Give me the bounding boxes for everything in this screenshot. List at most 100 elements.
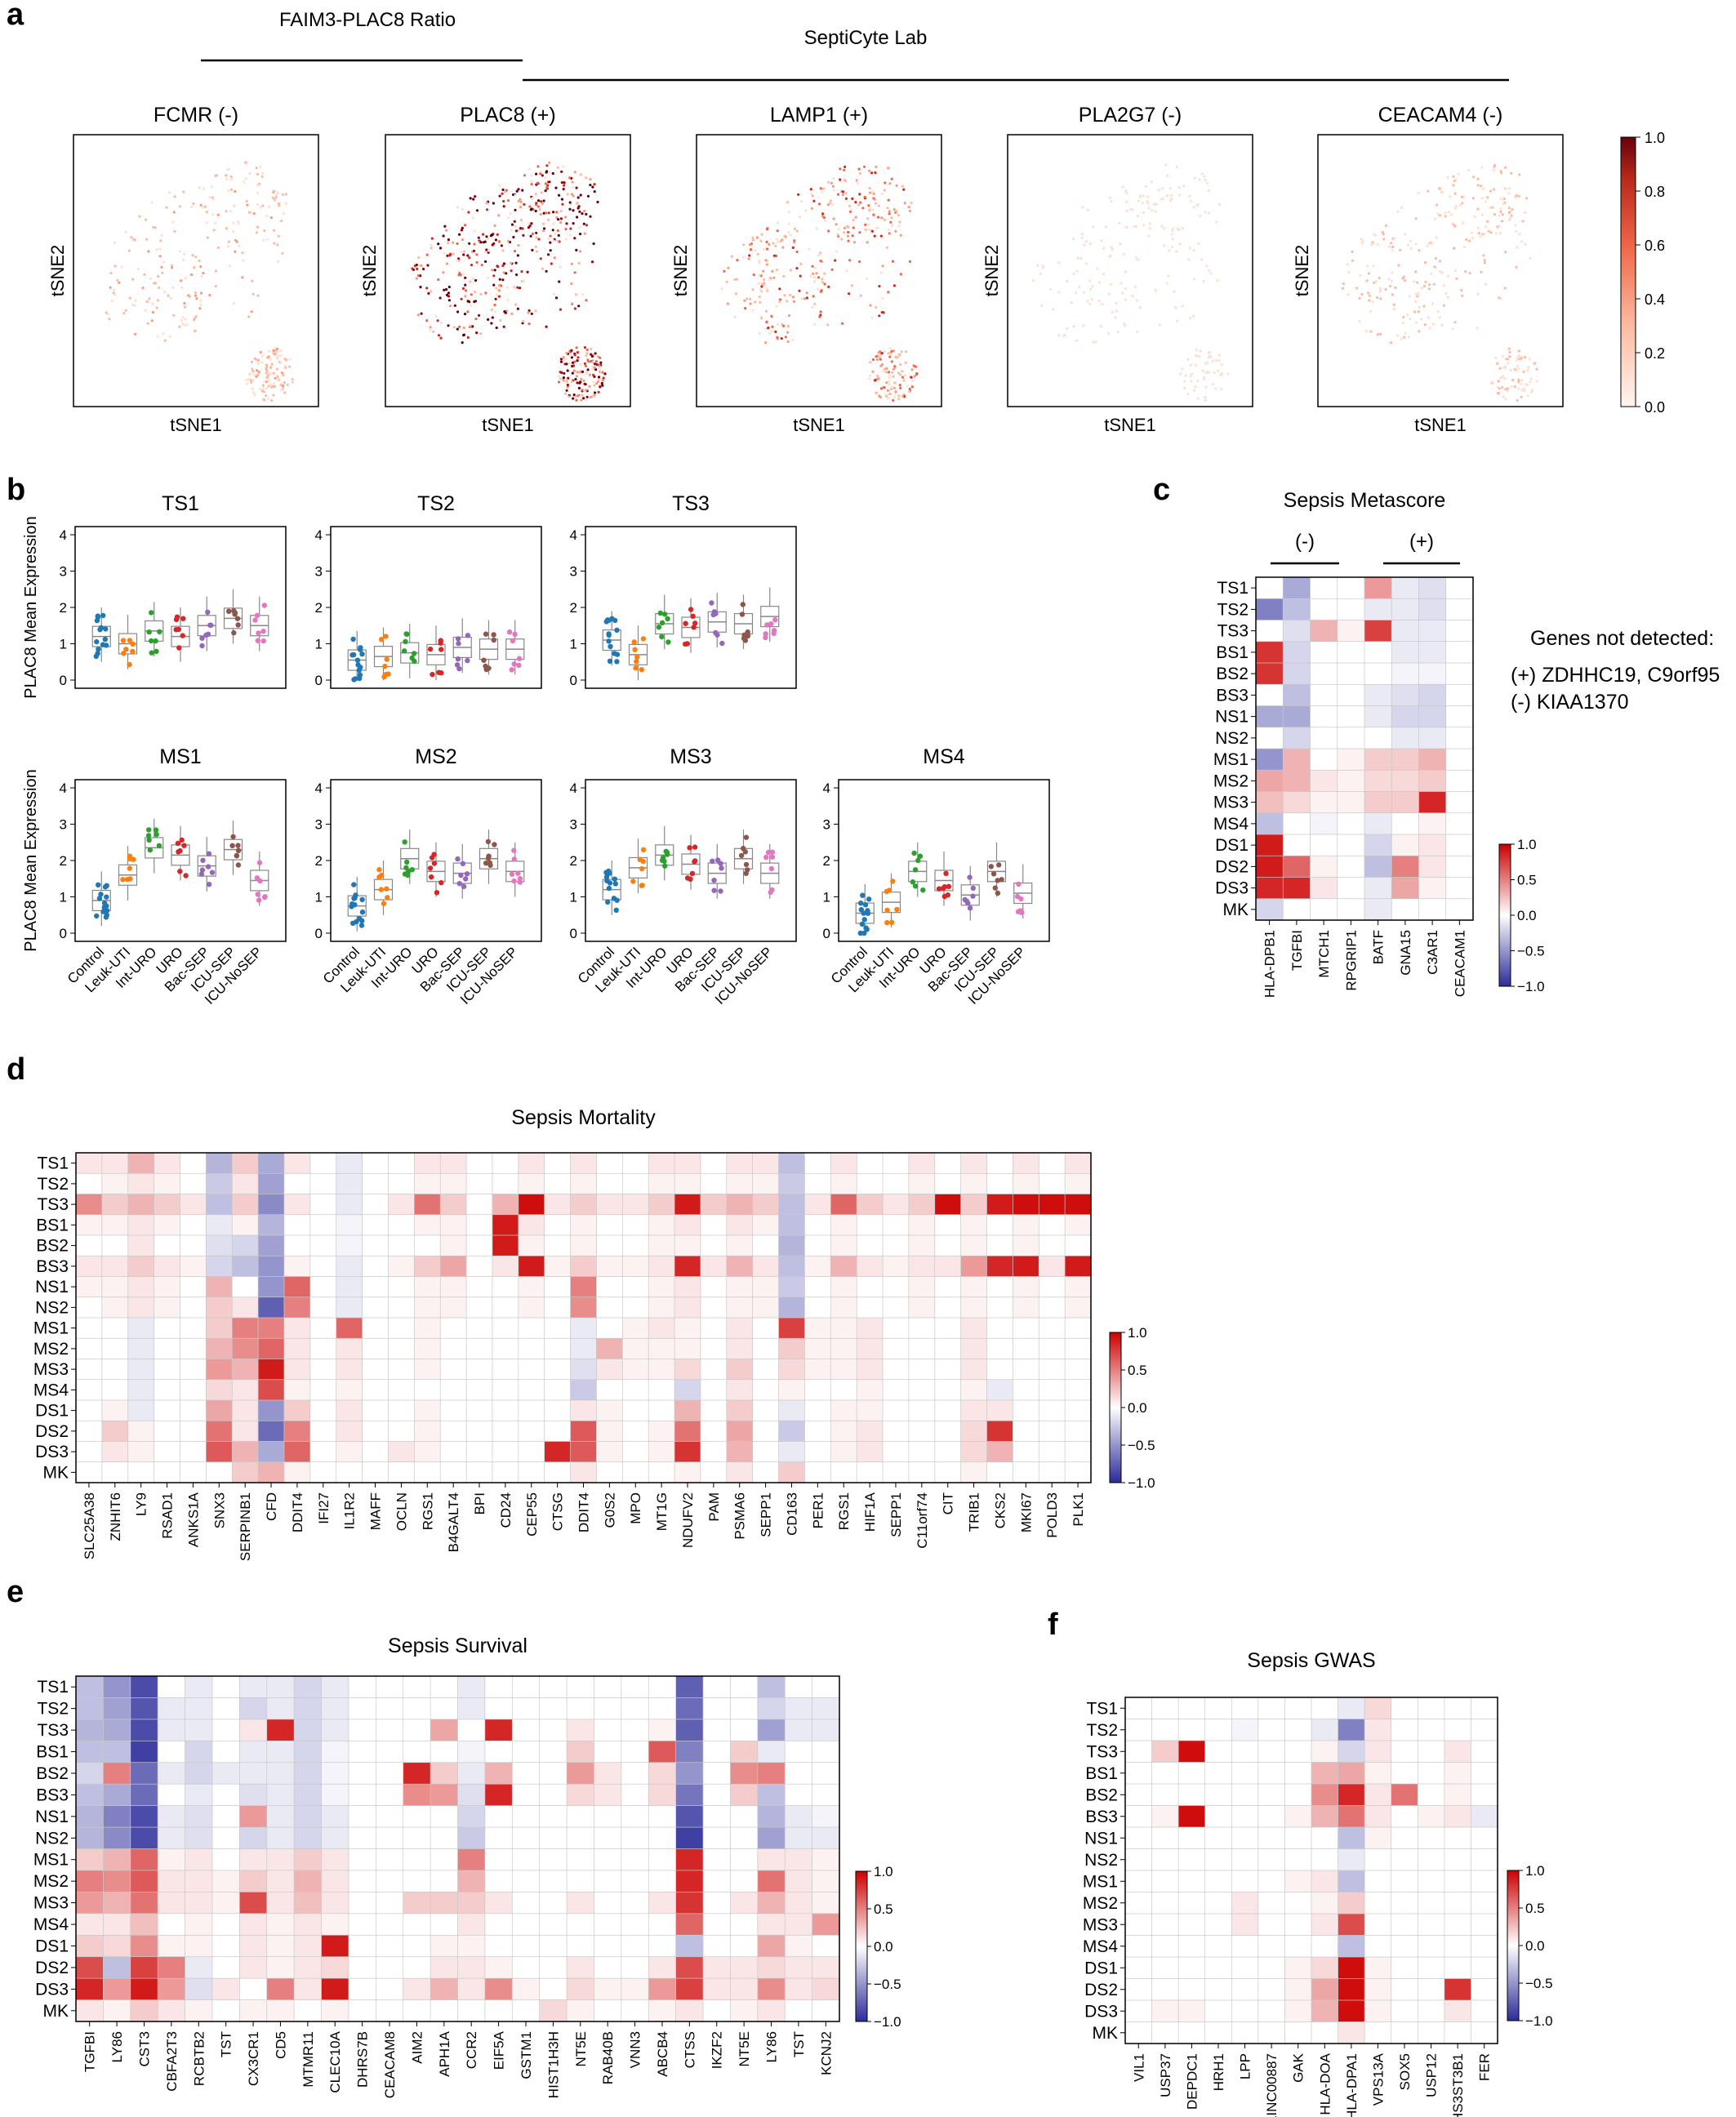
tsne-point (572, 194, 575, 198)
heatmap-cell (101, 1172, 129, 1195)
tsne-point (768, 242, 771, 247)
tsne-point (227, 189, 230, 192)
tsne-point (1125, 225, 1128, 229)
tsne-point (1486, 220, 1489, 223)
heatmap-cell (231, 1337, 259, 1360)
heatmap-cell (362, 1276, 389, 1298)
tsne-point (1396, 210, 1400, 213)
heatmap-cell (1417, 1719, 1445, 1741)
tsne-point (1217, 354, 1221, 357)
heatmap-cell (127, 1234, 155, 1256)
tsne-point (819, 290, 823, 293)
tsne-point (1413, 280, 1416, 283)
heatmap-cell (1255, 898, 1284, 921)
tsne-point (437, 278, 440, 282)
tsne-point (893, 365, 897, 368)
boxplot-point (383, 634, 389, 639)
tsne-point (265, 214, 269, 217)
tsne-point (1489, 206, 1492, 209)
tsne-point (868, 169, 871, 172)
heatmap-cell (648, 1762, 677, 1785)
heatmap-cell (75, 1826, 105, 1850)
tsne-point (571, 364, 574, 368)
tsne-point (276, 191, 279, 194)
heatmap-cell (1364, 1913, 1392, 1937)
boxplot-title: MS1 (159, 745, 201, 768)
tsne-point (572, 222, 575, 225)
boxplot-point (206, 882, 212, 887)
tsne-point (590, 395, 593, 398)
heatmap-cell (539, 1826, 568, 1850)
heatmap-cell (726, 1359, 754, 1381)
tsne-point (516, 254, 520, 257)
tsne-point (131, 304, 135, 307)
heatmap-cell (518, 1379, 545, 1401)
heatmap-cell (856, 1379, 884, 1401)
heatmap-cell (283, 1317, 311, 1339)
heatmap-cell (1282, 641, 1311, 664)
tsne-point (544, 182, 548, 185)
heatmap-cell (185, 1719, 213, 1741)
tsne-point (730, 255, 733, 258)
tsne-point (576, 207, 580, 210)
tsne-point (1190, 380, 1193, 383)
boxplot-point (230, 834, 236, 840)
tsne-point (581, 293, 585, 296)
heatmap-cell (1311, 1913, 1339, 1937)
heatmap-cell (1064, 1420, 1092, 1443)
heatmap-cell (648, 1172, 675, 1195)
tsne-point (1507, 192, 1511, 195)
tsne-point (791, 338, 795, 342)
tsne-point (1491, 380, 1494, 384)
heatmap-cell (321, 1697, 349, 1720)
heatmap-cell (518, 1172, 545, 1195)
boxplot-point (208, 622, 214, 628)
tsne-point (211, 212, 215, 216)
tsne-point (908, 387, 911, 390)
heatmap-cell (1364, 1999, 1392, 2023)
boxplot-ytick-label: 1 (60, 637, 67, 652)
heatmap-cell (1177, 1892, 1206, 1915)
boxplot-point (103, 626, 109, 632)
boxplot-point (912, 883, 919, 889)
tsne-point (251, 292, 255, 296)
tsne-point (1387, 278, 1391, 281)
heatmap-cell (1282, 683, 1311, 707)
heatmap-cell (492, 1194, 519, 1216)
heatmap-cell (1391, 1719, 1418, 1741)
heatmap-cell (1038, 1152, 1066, 1174)
tsne-point (479, 241, 483, 244)
tsne-point (1426, 244, 1429, 247)
heatmap-cell (1444, 1978, 1472, 2001)
heatmap-cell (752, 1276, 780, 1298)
tsne-point (1107, 331, 1111, 336)
tsne-point (530, 312, 533, 315)
heatmap-cell (934, 1379, 962, 1401)
heatmap-cell (934, 1152, 962, 1174)
tsne-point (1181, 227, 1184, 230)
heatmap-cell (621, 1783, 649, 1807)
heatmap-cell (596, 1337, 623, 1360)
tsne-point (462, 326, 465, 329)
tsne-point (513, 220, 516, 223)
heatmap-col-label: RSAD1 (160, 1492, 176, 1539)
tsne-point (184, 305, 187, 309)
heatmap-row-label: BS3 (1085, 1808, 1118, 1826)
tsne-point (820, 190, 823, 193)
heatmap-cell (388, 1317, 415, 1339)
tsne-point (1389, 242, 1393, 245)
tsne-point (136, 268, 140, 271)
heatmap-cell (492, 1296, 519, 1319)
tsne-point (148, 297, 151, 300)
boxplot-point (719, 865, 724, 871)
tsne-point (1115, 301, 1118, 305)
heatmap-cell (1337, 898, 1365, 921)
tsne-point (416, 274, 420, 278)
heatmap-cell (1445, 620, 1474, 643)
tsne-point (1168, 187, 1172, 190)
tsne-point (826, 203, 830, 207)
tsne-point (1110, 200, 1113, 203)
tsne-point (569, 354, 572, 357)
tsne-point (746, 297, 749, 300)
heatmap-cell (321, 1934, 349, 1958)
